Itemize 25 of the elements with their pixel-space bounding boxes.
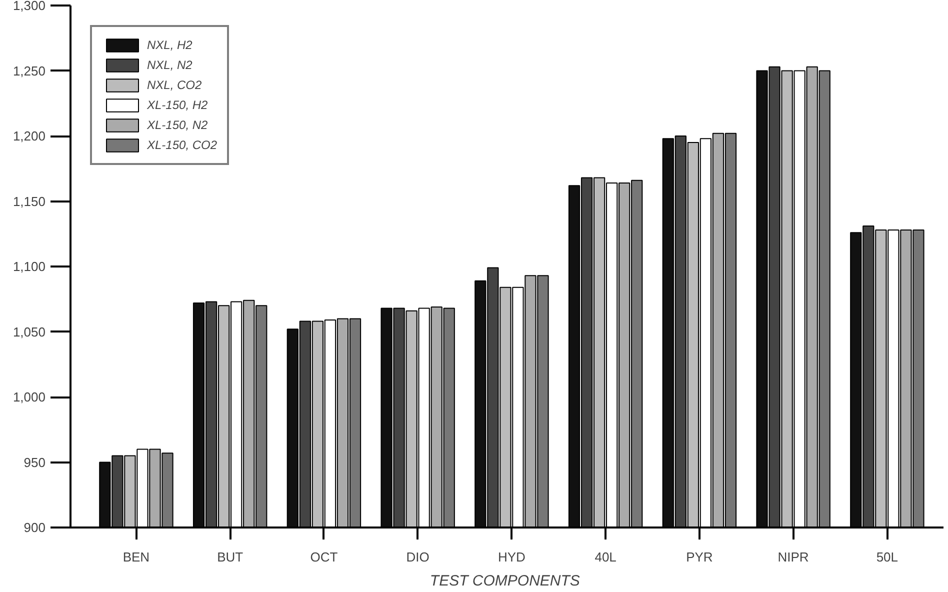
y-tick-label: 900 <box>24 520 46 535</box>
y-tick-label: 950 <box>24 454 46 470</box>
x-tick-label: BEN <box>122 550 150 564</box>
y-tick-label: 1,100 <box>12 259 46 274</box>
x-axis-title: TEST COMPONENTS <box>430 572 580 590</box>
legend-label: NXL, CO2 <box>147 78 202 92</box>
x-tick-label: HYD <box>498 550 526 564</box>
y-tick-label: 1,000 <box>12 390 46 404</box>
legend-label: XL-150, N2 <box>147 118 208 132</box>
legend-label: NXL, N2 <box>147 58 192 72</box>
legend-label: XL-150, CO2 <box>147 138 218 152</box>
x-tick-label: NIPR <box>778 550 809 564</box>
y-tick-label: 1,300 <box>12 0 46 13</box>
y-tick-label: 1,050 <box>12 324 46 340</box>
x-tick-label: BUT <box>217 550 244 564</box>
y-tick-label: 1,150 <box>12 194 46 209</box>
legend-label: XL-150, H2 <box>147 98 208 112</box>
x-tick-label: 40L <box>594 550 616 564</box>
x-tick-label: PYR <box>686 550 713 564</box>
y-tick-label: 1,250 <box>12 63 46 78</box>
legend-label: NXL, H2 <box>147 38 192 52</box>
y-tick-label: 1,200 <box>12 128 46 144</box>
x-tick-label: OCT <box>310 550 338 564</box>
x-tick-label: 50L <box>876 550 898 564</box>
x-tick-label: DIO <box>406 550 430 564</box>
